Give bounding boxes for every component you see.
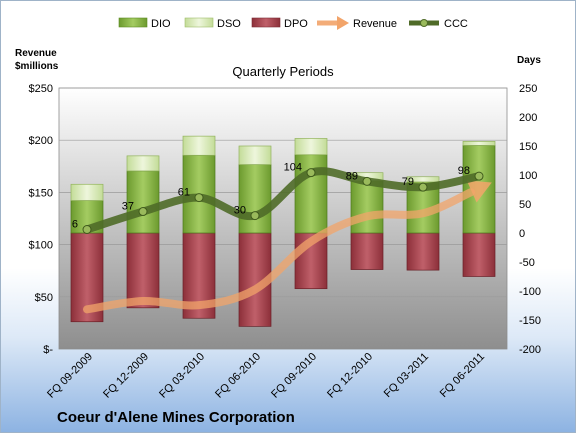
ccc-data-label: 79 xyxy=(402,176,414,188)
right-tick-label: 200 xyxy=(519,112,537,124)
x-tick-label: FQ 03-2010 xyxy=(157,351,207,401)
dio-bar xyxy=(126,170,160,234)
x-tick-label: FQ 09-2010 xyxy=(269,351,319,401)
x-tick-label: FQ 06-2011 xyxy=(438,351,487,400)
legend-swatch-dio xyxy=(118,17,148,28)
ccc-point xyxy=(250,211,260,221)
dpo-bar xyxy=(350,232,384,270)
ccc-line xyxy=(83,167,483,234)
ccc-series: 6 37 61 30 104 89 79 98 xyxy=(72,162,484,235)
x-tick-label: FQ 12-2010 xyxy=(325,351,375,401)
left-axis-ticks: $- $50 $100 $150 $200 $250 xyxy=(29,83,54,356)
ccc-data-label: 37 xyxy=(122,201,134,213)
dso-bar xyxy=(406,176,440,183)
ccc-point xyxy=(306,168,316,178)
dso-bar xyxy=(182,135,216,156)
x-tick-label: FQ 12-2009 xyxy=(101,351,151,401)
ccc-data-label: 6 xyxy=(72,219,78,231)
dpo-bar xyxy=(126,232,160,309)
chart-title: Quarterly Periods xyxy=(232,64,334,79)
left-tick-label: $- xyxy=(43,344,53,356)
dso-bar xyxy=(126,155,160,172)
dio-bar xyxy=(238,164,272,234)
right-tick-label: -100 xyxy=(519,286,541,298)
dso-bar xyxy=(238,145,272,165)
dso-bar xyxy=(294,138,328,156)
left-axis-title-line1: Revenue xyxy=(15,48,57,59)
ccc-data-label: 89 xyxy=(346,170,358,182)
revenue-series xyxy=(83,180,492,314)
dio-bar xyxy=(350,180,384,234)
x-tick-label: FQ 06-2010 xyxy=(213,351,263,401)
ccc-point xyxy=(474,171,484,181)
ccc-point xyxy=(138,207,148,217)
revenue-arrowhead xyxy=(466,180,492,203)
legend-label-dso: DSO xyxy=(217,18,241,30)
legend-label-ccc: CCC xyxy=(444,18,468,30)
ccc-point xyxy=(82,225,92,235)
dpo-bar xyxy=(462,232,496,277)
right-tick-label: 150 xyxy=(519,141,537,153)
right-tick-label: 100 xyxy=(519,170,537,182)
x-tick-label: FQ 03-2011 xyxy=(382,351,431,400)
left-tick-label: $100 xyxy=(29,240,53,252)
ccc-data-label: 61 xyxy=(178,187,190,199)
ccc-point xyxy=(194,193,204,203)
left-tick-label: $200 xyxy=(29,135,53,147)
x-tick-label: FQ 09-2009 xyxy=(45,351,95,401)
ccc-data-label: 98 xyxy=(458,165,470,177)
legend-label-dio: DIO xyxy=(151,18,171,30)
legend-swatch-ccc xyxy=(409,19,439,27)
ccc-point xyxy=(418,182,428,192)
right-axis-title: Days xyxy=(517,55,541,66)
legend-swatch-revenue xyxy=(317,16,349,30)
legend-label-revenue: Revenue xyxy=(353,18,397,30)
dpo-bar xyxy=(406,232,440,271)
legend-swatch-dso xyxy=(184,17,214,28)
dso-bar xyxy=(462,141,496,146)
right-tick-label: 250 xyxy=(519,83,537,95)
legend-label-dpo: DPO xyxy=(284,18,308,30)
left-tick-label: $50 xyxy=(35,292,53,304)
right-tick-label: -50 xyxy=(519,257,535,269)
legend: DIO DSO DPO Revenue CCC xyxy=(118,16,468,30)
ccc-data-label: 104 xyxy=(284,162,302,174)
left-axis-title-line2: $millions xyxy=(15,61,59,72)
right-tick-label: -200 xyxy=(519,344,541,356)
right-tick-label: -150 xyxy=(519,315,541,327)
legend-swatch-dpo xyxy=(251,17,281,28)
dso-bar xyxy=(70,183,104,201)
right-axis-ticks: -200 -150 -100 -50 0 50 100 150 200 250 xyxy=(519,83,541,356)
right-tick-label: 50 xyxy=(519,199,531,211)
ccc-point xyxy=(362,176,372,186)
right-tick-label: 0 xyxy=(519,228,525,240)
revenue-line xyxy=(83,188,475,314)
ccc-data-label: 30 xyxy=(234,205,246,217)
left-tick-label: $250 xyxy=(29,83,53,95)
left-tick-label: $150 xyxy=(29,187,53,199)
company-name: Coeur d'Alene Mines Corporation xyxy=(57,409,295,426)
x-axis-ticks: FQ 09-2009 FQ 12-2009 FQ 03-2010 FQ 06-2010… xyxy=(45,351,487,401)
